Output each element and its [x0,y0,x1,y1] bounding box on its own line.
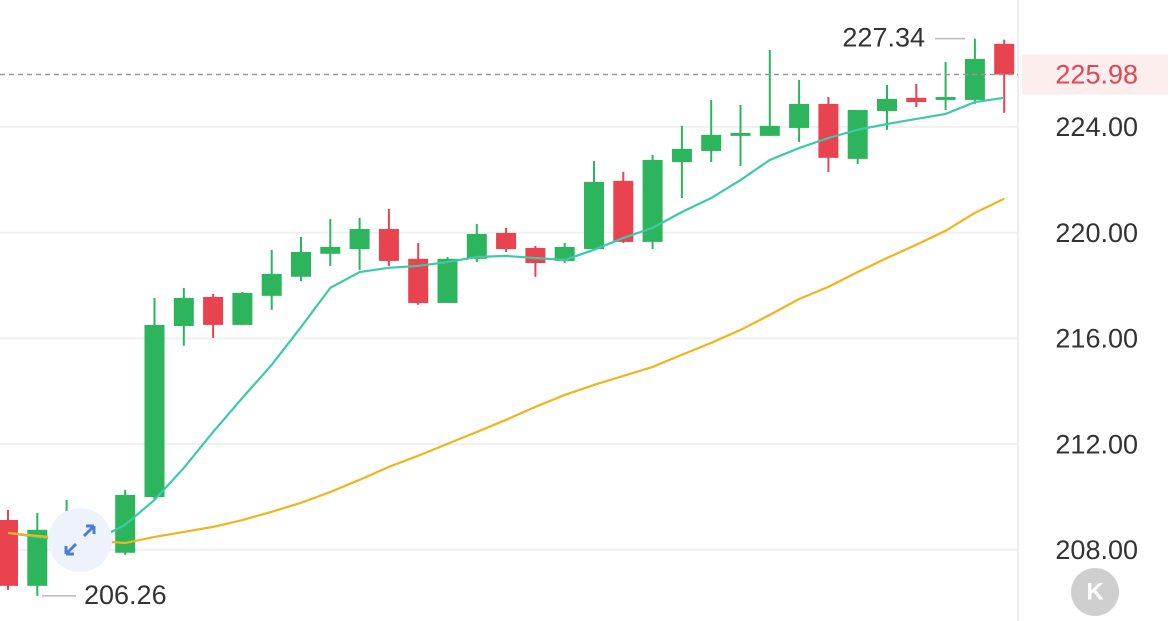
y-tick-label: 224.00 [1055,112,1138,142]
candle-body [408,258,429,303]
candle-body [994,43,1015,75]
candle-body [378,228,399,261]
candle-body [0,520,18,586]
decor-icon [48,508,112,572]
candle-body [877,98,897,112]
max-label: 227.34 [842,23,925,53]
candle-body [203,296,224,325]
candle-body [144,324,165,498]
candle-body [613,180,634,242]
y-tick-label: 220.00 [1055,218,1138,248]
candle-body [173,297,194,326]
candle-body [906,97,927,103]
candle-body [818,103,839,158]
candle-body [232,292,253,325]
moving-average-line [7,197,1005,545]
candle-body [261,273,282,296]
y-tick-label: 208.00 [1055,535,1138,565]
candle-body [701,134,722,151]
min-label: 206.26 [84,580,167,610]
candle-body [320,246,341,254]
candle-body [437,258,458,303]
candle-body [466,233,487,259]
candle-body [291,251,311,277]
candle-body [671,148,692,163]
candle-body [584,181,604,250]
moving-average-line [7,96,1005,541]
candle-body [964,58,985,100]
last-price-label: 225.98 [1055,60,1138,90]
kline-button-label[interactable]: K [1086,578,1104,605]
y-tick-label: 212.00 [1055,429,1138,459]
candle-body [349,228,370,250]
kline-button[interactable]: K [1071,568,1119,616]
candle-body [642,159,663,242]
y-tick-label: 216.00 [1055,324,1138,354]
last-price-badge [1022,54,1168,95]
candle-body [27,529,48,586]
kline-button-bg[interactable] [1071,568,1119,616]
candle-body [759,125,780,136]
candle-body [496,232,517,250]
candle-body [935,97,956,100]
candle-body [789,103,810,128]
candle-body [730,132,751,136]
candle-body [847,109,868,159]
candle-body [525,247,546,264]
